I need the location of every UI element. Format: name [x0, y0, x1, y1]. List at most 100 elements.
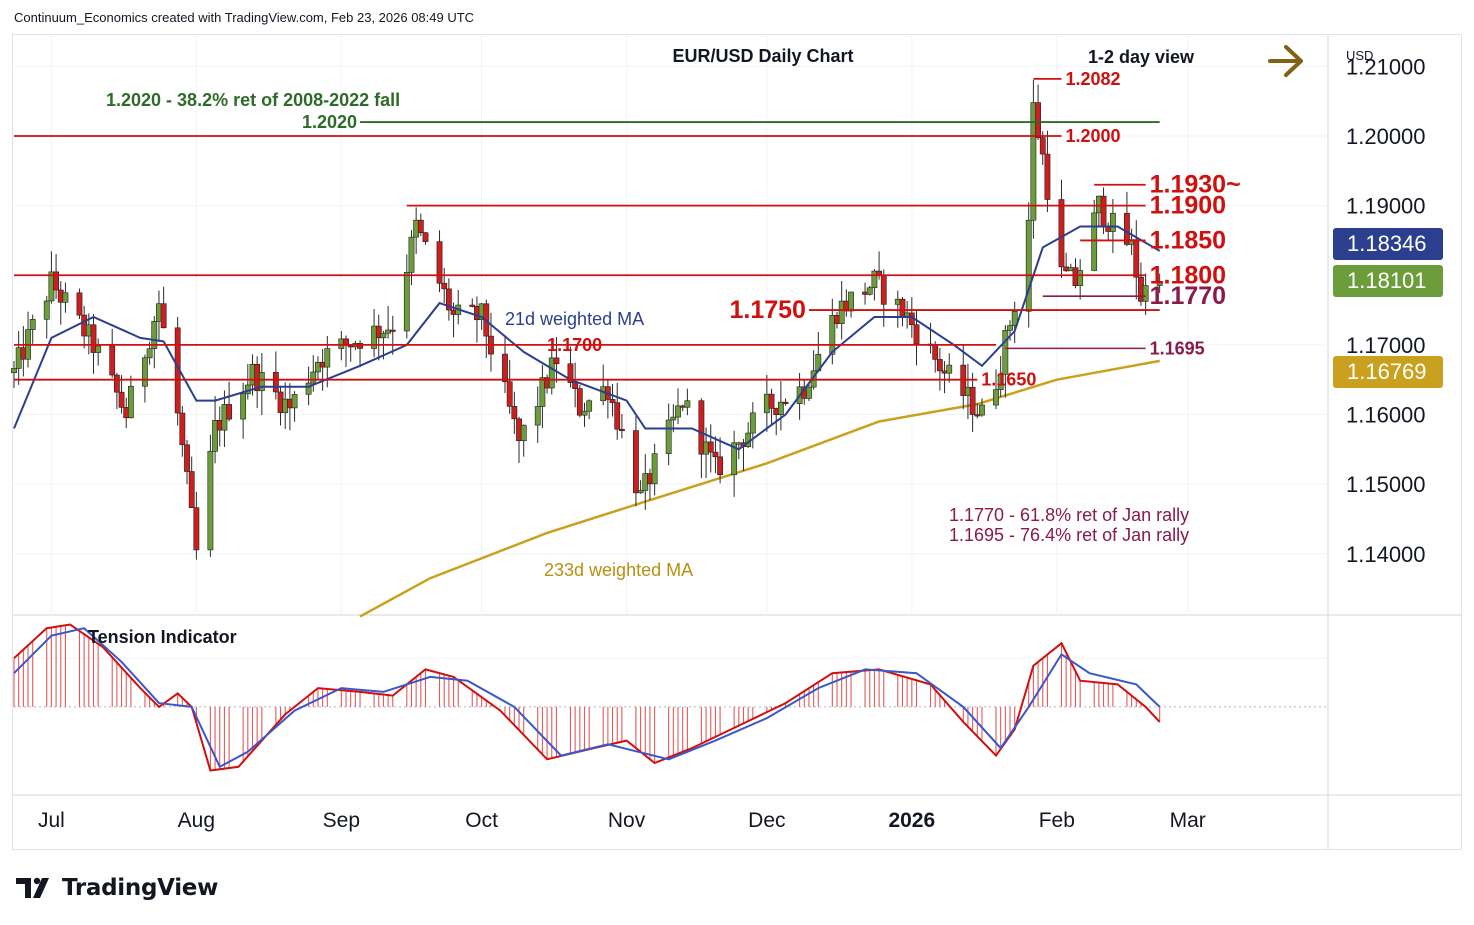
candle-down: [1035, 102, 1041, 138]
candle-up: [946, 364, 953, 374]
candle-down: [936, 359, 943, 372]
y-tick-label: 1.15000: [1346, 472, 1426, 497]
candle-down: [880, 274, 887, 305]
level-label: 1.1930~: [1150, 171, 1241, 199]
tradingview-brand[interactable]: TradingView: [16, 872, 218, 904]
x-tick-label: Sep: [323, 809, 360, 832]
candle-up: [675, 405, 681, 418]
annotation-764-ret: 1.1695 - 76.4% ret of Jan rally: [949, 525, 1189, 545]
candle-down: [969, 386, 976, 415]
candle-up: [684, 400, 691, 408]
candle-up: [848, 291, 854, 312]
candle-up: [539, 377, 546, 407]
level-label: 1.1650: [981, 370, 1036, 390]
y-tick-label: 1.17000: [1346, 333, 1426, 358]
candle-up: [212, 420, 218, 452]
level-label: 1.1695: [1150, 338, 1205, 358]
tension-signal-line: [13, 627, 1161, 769]
candle-down: [707, 441, 714, 453]
y-tick-label: 1.14000: [1346, 542, 1426, 567]
candle-down: [553, 357, 560, 365]
candle-up: [665, 419, 672, 454]
candle-up: [62, 292, 69, 303]
grid-lines: [13, 35, 1461, 849]
candle-down: [441, 282, 448, 290]
y-tick-label: 1.20000: [1346, 124, 1426, 149]
candle-down: [188, 471, 195, 508]
ma233-line: [359, 359, 1160, 618]
x-axis[interactable]: Jul Aug Sep Oct Nov Dec 2026 Feb Mar: [38, 809, 1206, 832]
candle-up: [128, 385, 134, 419]
x-tick-label: 2026: [888, 809, 935, 832]
candle-down: [109, 345, 116, 376]
candle-down: [717, 456, 723, 476]
candle-up: [29, 318, 36, 330]
candle-down: [567, 363, 574, 383]
candle-down: [614, 402, 621, 430]
tension-panel: [13, 623, 1328, 772]
candle-up: [651, 453, 658, 485]
candle-down: [1133, 239, 1140, 278]
chart-title: EUR/USD Daily Chart: [672, 46, 853, 66]
level-label: 1.2020: [302, 112, 357, 132]
candle-down: [375, 325, 382, 339]
annotation-ma21: 21d weighted MA: [505, 309, 644, 329]
candle-down: [436, 241, 443, 284]
candle-down: [389, 329, 396, 332]
ma21-path: [13, 225, 1161, 451]
candle-up: [806, 386, 812, 399]
annotation-ma233: 233d weighted MA: [544, 560, 693, 580]
candle-down: [698, 400, 705, 455]
candle-down: [1058, 199, 1065, 268]
candle-down: [445, 288, 452, 311]
price-badge-ma21: 1.18346: [1333, 228, 1443, 260]
candle-down: [511, 406, 518, 420]
x-tick-label: Nov: [608, 809, 646, 832]
candle-up: [291, 394, 298, 409]
candle-up: [258, 372, 265, 392]
candle-up: [305, 382, 312, 395]
candle-up: [871, 270, 878, 289]
candle-down: [768, 393, 775, 409]
candle-down: [1100, 195, 1107, 227]
y-axis[interactable]: 1.21000 1.20000 1.19000 1.17000 1.16000 1.150…: [1346, 54, 1426, 566]
candle-up: [520, 424, 527, 442]
x-tick-label: Dec: [748, 809, 785, 832]
candle-up: [1002, 330, 1009, 375]
candle-up: [1011, 310, 1018, 326]
candle-up: [310, 371, 317, 384]
candle-down: [179, 412, 186, 446]
candle-down: [90, 324, 97, 353]
candle-up: [548, 357, 555, 389]
level-label: 1.2000: [1065, 126, 1120, 146]
level-label: 1.1850: [1150, 226, 1226, 254]
candle-up: [1077, 270, 1084, 286]
ma233-path: [359, 359, 1160, 618]
candle-up: [777, 401, 784, 415]
level-lines: 1.2082 1.2020 1.2000 1.1930~1.1900 1.1850 1.1…: [14, 69, 1241, 390]
candle-down: [193, 507, 200, 551]
candles: [11, 79, 1163, 560]
x-tick-label: Mar: [1170, 809, 1206, 832]
candle-down: [913, 324, 920, 345]
candle-up: [146, 348, 153, 359]
level-label: 1.2082: [1065, 69, 1120, 89]
right-arrow-icon: [1268, 45, 1303, 77]
candle-down: [184, 444, 190, 472]
candle-down: [619, 428, 625, 432]
candle-up: [1007, 325, 1013, 331]
candle-up: [670, 416, 677, 421]
candle-up: [1091, 212, 1098, 271]
price-badge-ma233: 1.16769: [1333, 356, 1443, 388]
candle-up: [581, 410, 588, 416]
candle-down: [576, 388, 583, 416]
candle-down: [1039, 137, 1046, 155]
candle-down: [609, 399, 616, 403]
candle-up: [380, 332, 387, 339]
candle-up: [637, 490, 644, 494]
currency-label: USD: [1346, 48, 1373, 63]
candle-up: [993, 389, 999, 406]
candle-down: [160, 303, 167, 329]
candle-up: [324, 348, 331, 368]
